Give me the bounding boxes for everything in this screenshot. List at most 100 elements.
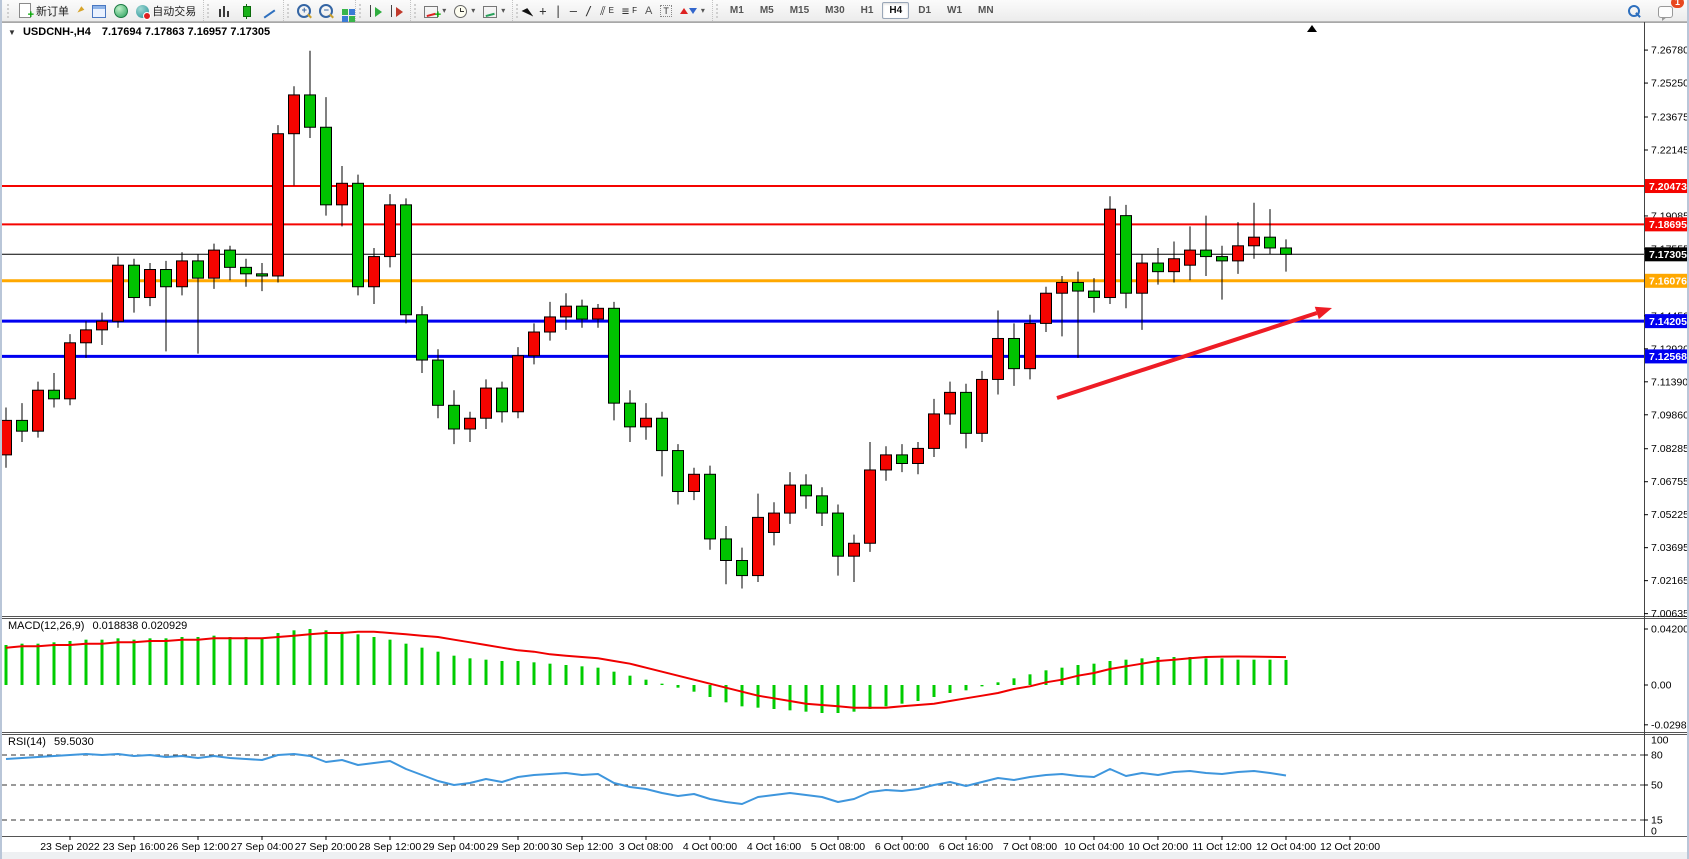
indicators-icon: + (424, 5, 441, 20)
candle-body (768, 512, 780, 533)
macd-pane-label: MACD(12,26,9) 0.018838 0.020929 (8, 620, 188, 632)
candle-body (144, 269, 156, 299)
window-bottom-strip (2, 852, 1687, 859)
candle-body (96, 320, 108, 331)
auto-scroll-button[interactable] (365, 2, 386, 19)
text-button[interactable]: A (641, 2, 656, 19)
search-icon (1628, 5, 1640, 17)
search-button[interactable] (1624, 2, 1644, 19)
candle-body (1040, 292, 1052, 324)
chat-button[interactable]: 1 (1654, 0, 1684, 21)
candle-body (1088, 290, 1100, 299)
vertical-line-button[interactable]: | (551, 2, 566, 19)
trendline-button[interactable]: / (581, 2, 596, 19)
channel-button[interactable]: ⫽ E (600, 3, 614, 18)
arrows-dropdown[interactable]: ▾ (676, 2, 709, 19)
timeframe-m1[interactable]: M1 (729, 5, 744, 16)
horizontal-line-button[interactable]: — (566, 2, 581, 19)
pivot-line-badge (1645, 273, 1687, 288)
support-line-1-badge (1645, 314, 1687, 329)
candle-body (1264, 236, 1276, 249)
candle-body (272, 133, 284, 277)
market-watch-window-button[interactable] (88, 2, 110, 19)
price-axis-label: 7.00635 (1651, 608, 1689, 620)
price-axis-label: 7.03695 (1651, 542, 1689, 554)
candle-body (160, 269, 172, 288)
candle-body (64, 342, 76, 400)
price-axis-label: 7.22145 (1651, 144, 1689, 156)
chart-background[interactable] (2, 22, 1689, 852)
time-axis-label: 6 Oct 00:00 (875, 841, 929, 853)
cursor-button[interactable] (521, 2, 536, 19)
new-order-button[interactable]: + 新订单 (13, 2, 73, 21)
time-axis-label: 7 Oct 08:00 (1003, 841, 1057, 853)
macd-axis-label: 0.00 (1651, 680, 1672, 692)
timeframe-m5[interactable]: M5 (759, 5, 774, 16)
candle-body (608, 307, 620, 404)
candle-body (832, 512, 844, 557)
candle-body (784, 484, 796, 514)
zoom-out-button[interactable]: − (315, 2, 337, 19)
macd-axis-label: -0.029864 (1651, 719, 1689, 731)
candle-body (800, 484, 812, 497)
candle-body (1184, 249, 1196, 266)
rsi-axis-label: 50 (1651, 780, 1663, 792)
candle-body (368, 256, 380, 288)
candle-body (496, 387, 508, 413)
indicators-dropdown[interactable]: + ▾ (420, 2, 450, 20)
timeframe-h4[interactable]: H4 (882, 2, 910, 19)
timeframe-w1[interactable]: W1 (947, 5, 963, 16)
metaeditor-button[interactable]: ► (73, 2, 88, 19)
zoom-in-icon: + (297, 4, 312, 18)
trend-arrow-head[interactable] (1314, 306, 1332, 320)
candle-body (432, 359, 444, 406)
time-axis-label: 28 Sep 12:00 (359, 841, 422, 853)
text-label-button[interactable]: T (656, 2, 676, 19)
candle-body (1168, 258, 1180, 273)
line-chart-button[interactable] (259, 2, 280, 19)
candle-body (128, 264, 140, 299)
candle-body (1200, 249, 1212, 258)
chart-shift-button[interactable] (386, 2, 407, 19)
timeframe-m15[interactable]: M15 (789, 5, 810, 16)
bar-chart-button[interactable] (213, 2, 235, 19)
candle-body (464, 417, 476, 430)
candle-body (576, 305, 588, 320)
trend-arrow-line[interactable] (1056, 311, 1318, 400)
mql-community-button[interactable] (110, 2, 132, 19)
time-axis-label: 10 Oct 20:00 (1128, 841, 1188, 853)
time-axis-label: 29 Sep 20:00 (487, 841, 550, 853)
candle-body (976, 378, 988, 434)
tile-windows-button[interactable] (337, 2, 352, 19)
timeframe-m30[interactable]: M30 (825, 5, 845, 16)
candle-body (1104, 208, 1116, 299)
candle-body (560, 305, 572, 318)
support-line-2-badge-label: 7.12568 (1649, 351, 1687, 363)
candle-body (192, 260, 204, 279)
toolbar-right: 1 (1624, 0, 1685, 21)
ohlc-collapse-icon[interactable]: ▼ (8, 28, 16, 37)
timeframe-h1[interactable]: H1 (860, 5, 874, 16)
autotrading-button[interactable]: 自动交易 (132, 2, 200, 20)
templates-dropdown[interactable]: ▾ (479, 2, 509, 19)
candlestick-chart-button[interactable] (235, 2, 259, 19)
time-axis-label: 11 Oct 12:00 (1192, 841, 1252, 853)
price-axis-label: 7.25250 (1651, 78, 1689, 90)
crosshair-button[interactable]: + (535, 2, 550, 19)
candle-body (336, 182, 348, 206)
text-label-icon: T (660, 4, 672, 17)
candle-body (1216, 256, 1228, 262)
timeframe-mn[interactable]: MN (978, 5, 994, 16)
candle-body (1072, 281, 1084, 292)
periods-dropdown[interactable]: ▾ (450, 2, 479, 19)
resistance-line-1-badge (1645, 179, 1687, 194)
timeframe-d1[interactable]: D1 (918, 5, 932, 16)
price-axis-label: 7.02165 (1651, 575, 1689, 587)
zoom-in-button[interactable]: + (293, 2, 315, 19)
fibonacci-button[interactable]: ≡ F (621, 3, 638, 18)
order-group: + 新订单 ► 自动交易 (4, 0, 203, 21)
resistance-line-1-badge-label: 7.20473 (1649, 181, 1687, 193)
chart-shift-marker[interactable] (1307, 25, 1317, 32)
